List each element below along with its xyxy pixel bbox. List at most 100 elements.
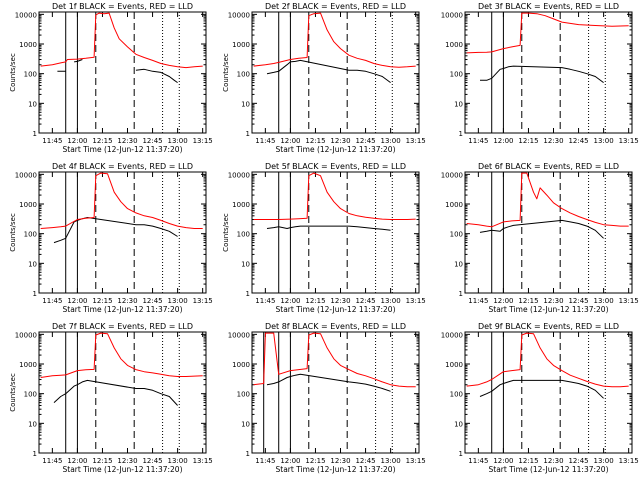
- panel-det-8: Det 8f BLACK = Events, RED = LLD 1 10 100 10…: [228, 322, 426, 474]
- y-tick-label: 1: [246, 450, 250, 458]
- x-axis-label: Start Time (12-Jun-12 11:37:20): [276, 145, 396, 154]
- series-line-lld: [253, 332, 416, 388]
- series-line-events: [266, 225, 391, 231]
- y-tick-label: 1000: [445, 361, 463, 369]
- panel-det-9: Det 9f BLACK = Events, RED = LLD 1 10 100 10…: [441, 322, 639, 474]
- y-tick-label: 100: [24, 231, 37, 239]
- y-tick-label: 10000: [15, 11, 37, 19]
- y-tick-label: 10: [454, 260, 463, 268]
- y-axis-label: Counts/sec: [9, 213, 17, 252]
- x-tick-label: 12:45: [568, 137, 588, 145]
- x-tick-label: 11:45: [468, 297, 488, 305]
- x-tick-label: 12:45: [142, 137, 162, 145]
- x-axis-label: Start Time (12-Jun-12 11:37:20): [276, 305, 396, 314]
- y-tick-label: 100: [237, 391, 250, 399]
- x-tick-label: 12:15: [92, 457, 112, 465]
- y-tick-label: 100: [450, 391, 463, 399]
- x-tick-label: 12:30: [330, 137, 350, 145]
- y-tick-label: 10: [454, 100, 463, 108]
- series-line-events: [53, 217, 178, 244]
- series-line-lld: [466, 172, 629, 228]
- y-tick-label: 1000: [232, 361, 250, 369]
- y-tick-label: 1: [459, 290, 463, 298]
- y-tick-label: 10000: [441, 331, 463, 339]
- series-line-events: [266, 373, 391, 392]
- x-tick-label: 12:00: [280, 457, 300, 465]
- x-tick-label: 13:00: [381, 137, 401, 145]
- x-axis-label: Start Time (12-Jun-12 11:37:20): [489, 465, 609, 474]
- panel-title: Det 2f BLACK = Events, RED = LLD: [265, 2, 406, 11]
- plot-frame: [464, 11, 633, 134]
- x-tick-label: 11:45: [468, 457, 488, 465]
- y-tick-label: 10: [28, 100, 37, 108]
- x-tick-label: 11:45: [255, 137, 275, 145]
- x-tick-label: 12:45: [568, 457, 588, 465]
- panel-title: Det 1f BLACK = Events, RED = LLD: [52, 2, 193, 11]
- x-tick-label: 13:15: [619, 297, 639, 305]
- x-tick-label: 13:00: [594, 457, 614, 465]
- x-axis-label: Start Time (12-Jun-12 11:37:20): [63, 145, 183, 154]
- x-tick-label: 13:15: [193, 457, 213, 465]
- y-axis-label: Counts/sec: [222, 53, 230, 92]
- x-tick-label: 11:45: [468, 137, 488, 145]
- y-tick-label: 10000: [228, 11, 250, 19]
- x-tick-label: 12:30: [543, 457, 563, 465]
- x-tick-label: 12:15: [305, 457, 325, 465]
- x-tick-label: 12:00: [67, 137, 87, 145]
- x-tick-label: 12:45: [568, 297, 588, 305]
- x-tick-label: 13:00: [381, 297, 401, 305]
- x-tick-label: 13:15: [406, 137, 426, 145]
- y-tick-label: 10000: [441, 171, 463, 179]
- x-tick-label: 12:30: [117, 457, 137, 465]
- y-tick-label: 1000: [232, 41, 250, 49]
- y-tick-label: 10: [28, 420, 37, 428]
- x-tick-label: 13:15: [619, 137, 639, 145]
- y-tick-label: 10: [241, 100, 250, 108]
- x-axis-label: Start Time (12-Jun-12 11:37:20): [276, 465, 396, 474]
- x-tick-label: 12:15: [518, 457, 538, 465]
- y-tick-label: 1000: [19, 361, 37, 369]
- y-tick-label: 1: [246, 130, 250, 138]
- panel-title: Det 5f BLACK = Events, RED = LLD: [265, 162, 406, 171]
- panel-title: Det 7f BLACK = Events, RED = LLD: [52, 322, 193, 331]
- x-tick-label: 11:45: [255, 457, 275, 465]
- x-tick-label: 12:00: [67, 457, 87, 465]
- x-tick-label: 12:00: [493, 137, 513, 145]
- x-tick-label: 11:45: [42, 137, 62, 145]
- series-line-lld: [253, 12, 416, 68]
- series-line-lld: [466, 12, 629, 54]
- panel-title: Det 8f BLACK = Events, RED = LLD: [265, 322, 406, 331]
- series-line-lld: [40, 12, 203, 69]
- x-tick-label: 12:00: [280, 297, 300, 305]
- y-tick-label: 10000: [15, 171, 37, 179]
- x-tick-label: 12:30: [330, 297, 350, 305]
- y-tick-label: 1: [246, 290, 250, 298]
- x-tick-label: 12:00: [280, 137, 300, 145]
- plot-frame: [251, 331, 420, 454]
- y-tick-label: 10: [241, 260, 250, 268]
- plot-frame: [38, 11, 207, 134]
- x-tick-label: 13:15: [619, 457, 639, 465]
- x-tick-label: 12:45: [142, 297, 162, 305]
- series-line-events: [480, 65, 604, 84]
- x-axis-label: Start Time (12-Jun-12 11:37:20): [63, 305, 183, 314]
- x-tick-label: 12:45: [355, 297, 375, 305]
- series-line-lld: [466, 332, 629, 388]
- x-tick-label: 12:30: [117, 137, 137, 145]
- y-tick-label: 100: [24, 391, 37, 399]
- x-tick-label: 12:30: [117, 297, 137, 305]
- y-tick-label: 1000: [232, 201, 250, 209]
- plot-frame: [464, 331, 633, 454]
- x-tick-label: 13:00: [168, 457, 188, 465]
- x-tick-label: 12:45: [355, 137, 375, 145]
- x-tick-label: 13:15: [406, 297, 426, 305]
- panel-det-1: Det 1f BLACK = Events, RED = LLD 1 10 100 10…: [9, 2, 213, 154]
- y-tick-label: 1: [33, 450, 37, 458]
- y-axis-label: Counts/sec: [222, 213, 230, 252]
- panel-title: Det 6f BLACK = Events, RED = LLD: [478, 162, 619, 171]
- x-tick-label: 13:15: [193, 297, 213, 305]
- panel-det-4: Det 4f BLACK = Events, RED = LLD 1 10 100 10…: [9, 162, 213, 314]
- y-tick-label: 100: [450, 71, 463, 79]
- x-tick-label: 12:00: [67, 297, 87, 305]
